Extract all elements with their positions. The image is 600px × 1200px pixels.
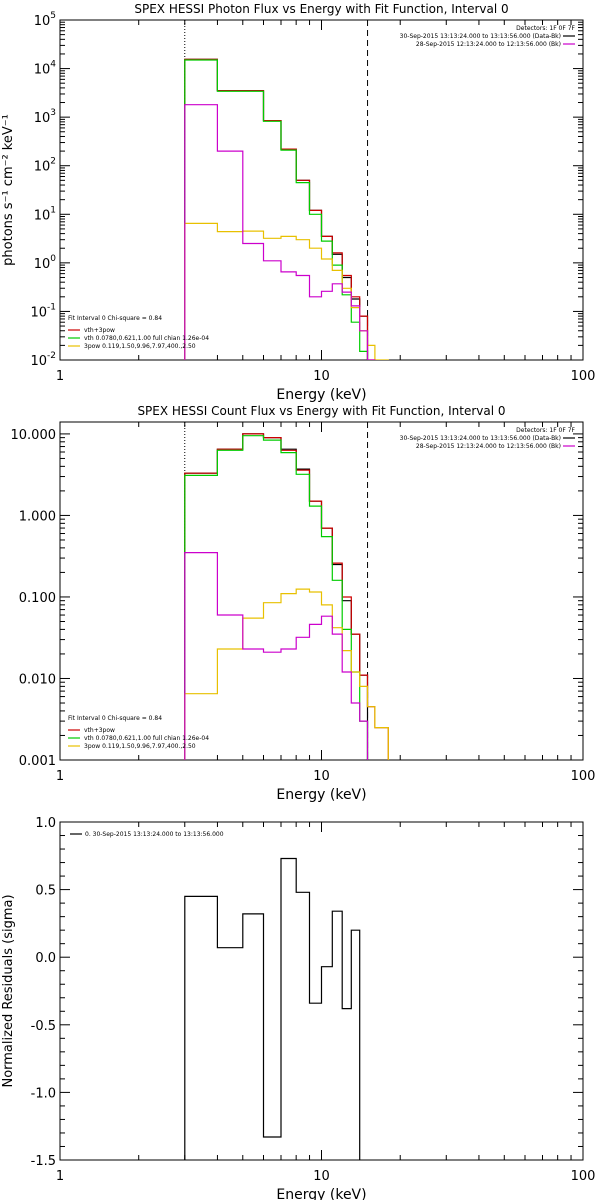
series-line-0 <box>184 433 369 760</box>
x-tick-label: 10 <box>313 1169 330 1184</box>
residuals-panel: 1 10 100 Energy (keV) -1.5 -1.0 -0.5 0.0 0.5 1.0 N… <box>1 816 595 1200</box>
x-tick-label: 100 <box>571 1169 596 1184</box>
y-tick-label: 104 <box>34 60 57 78</box>
y-tick-label: 103 <box>34 108 56 126</box>
legend-label: 0. 30-Sep-2015 13:13:24.000 to 13:13:56.… <box>85 831 224 838</box>
x-axis-label: Energy (keV) <box>276 387 366 403</box>
x-tick-label: 10 <box>313 769 330 784</box>
y-tick-label: 10-1 <box>30 302 56 320</box>
x-tick-label: 100 <box>571 769 596 784</box>
time-interval-label: 30-Sep-2015 13:13:24.000 to 13:13:56.000… <box>400 33 561 40</box>
y-tick-label: 105 <box>34 11 56 29</box>
photon-flux-panel: SPEX HESSI Photon Flux vs Energy with Fi… <box>1 2 596 403</box>
legend-label: 3pow 0.119,1.50,9.96,7.97,400.,2.50 <box>84 743 196 750</box>
time-interval-label: 28-Sep-2015 12:13:24.000 to 12:13:56.000… <box>416 443 561 450</box>
y-tick-label: 10-2 <box>30 351 56 369</box>
y-tick-label: 102 <box>34 157 56 175</box>
legend-label: 3pow 0.119,1.50,9.96,7.97,400.,2.50 <box>84 343 196 350</box>
x-tick-label: 100 <box>571 369 596 384</box>
count-flux-panel: SPEX HESSI Count Flux vs Energy with Fit… <box>11 404 596 803</box>
series-line-0 <box>184 857 361 1160</box>
y-tick-label: 100 <box>34 254 57 272</box>
x-tick-label: 1 <box>56 769 64 784</box>
x-tick-label: 10 <box>313 369 330 384</box>
y-axis-label: Normalized Residuals (sigma) <box>1 894 16 1087</box>
x-axis-label: Energy (keV) <box>276 787 366 803</box>
series-line-2 <box>184 59 369 360</box>
y-tick-label: 0.0 <box>35 951 56 966</box>
y-tick-label: 0.001 <box>19 754 56 769</box>
fit-info: Fit Interval 0 Chi-square = 0.84 <box>68 315 162 322</box>
series-line-2 <box>184 435 369 760</box>
x-tick-label: 1 <box>56 369 64 384</box>
time-interval-label: 30-Sep-2015 13:13:24.000 to 13:13:56.000… <box>400 435 561 442</box>
plot-frame <box>59 19 584 361</box>
y-tick-label: 1.0 <box>35 816 56 831</box>
y-tick-label: 1.000 <box>19 509 56 524</box>
plot-frame <box>59 421 584 761</box>
detectors-label: Detectors: 1F 0F 7F <box>516 427 575 434</box>
y-tick-label: -1.5 <box>31 1154 56 1169</box>
series-line-3 <box>184 588 389 760</box>
y-tick-label: 0.010 <box>19 672 56 687</box>
series-line-1 <box>184 58 376 360</box>
chart-title: SPEX HESSI Count Flux vs Energy with Fit… <box>137 404 505 418</box>
series-line-0 <box>184 58 369 360</box>
series-line-4 <box>184 552 369 760</box>
y-tick-label: -1.0 <box>31 1086 56 1101</box>
legend-label: vth+3pow <box>84 327 115 334</box>
legend-label: vth+3pow <box>84 727 115 734</box>
detectors-label: Detectors: 1F 0F 7F <box>516 25 575 32</box>
legend-label: vth 0.0780,0.621,1.00 full chian 1.26e-0… <box>84 735 209 742</box>
y-tick-label: -0.5 <box>31 1019 56 1034</box>
x-tick-label: 1 <box>56 1169 64 1184</box>
series-line-1 <box>184 433 389 760</box>
legend-label: vth 0.0780,0.621,1.00 full chian 1.26e-0… <box>84 335 209 342</box>
fit-info: Fit Interval 0 Chi-square = 0.84 <box>68 715 162 722</box>
y-tick-label: 101 <box>34 205 56 223</box>
chart-title: SPEX HESSI Photon Flux vs Energy with Fi… <box>134 2 508 16</box>
y-tick-label: 10.000 <box>11 428 57 443</box>
time-interval-label: 28-Sep-2015 12:13:24.000 to 12:13:56.000… <box>416 41 561 48</box>
series-line-4 <box>184 104 376 360</box>
y-tick-label: 0.100 <box>19 591 56 606</box>
y-axis-label: photons s⁻¹ cm⁻² keV⁻¹ <box>1 114 16 266</box>
y-tick-label: 0.5 <box>35 884 56 899</box>
x-axis-label: Energy (keV) <box>276 1187 366 1200</box>
